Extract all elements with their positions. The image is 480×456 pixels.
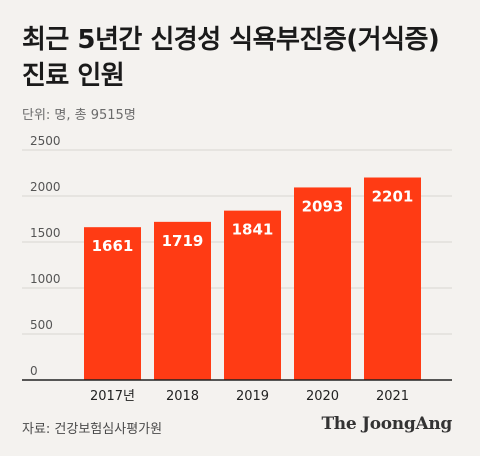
data-label: 1661 [92, 237, 134, 255]
y-tick-label: 2000 [30, 180, 61, 194]
data-labels: 1661 1719 1841 2093 2201 [92, 188, 414, 256]
y-tick-label: 1000 [30, 272, 61, 286]
x-tick-label: 2017년 [90, 389, 135, 404]
publisher-logo: The JoongAng [321, 414, 452, 434]
x-tick-label: 2019 [236, 389, 269, 404]
x-tick-label: 2021 [376, 389, 409, 404]
source-note: 자료: 건강보험심사평가원 [22, 422, 163, 437]
y-tick-label: 500 [30, 318, 53, 332]
bar [154, 221, 211, 380]
y-tick-label: 2500 [30, 134, 61, 148]
x-axis-ticks: 2017년 2018 2019 2020 2021 [90, 389, 409, 404]
x-tick-label: 2020 [306, 389, 339, 404]
bar [224, 210, 281, 380]
unit-note: 단위: 명, 총 9515명 [22, 108, 136, 123]
bar [364, 177, 421, 380]
bars [84, 177, 421, 380]
y-axis-ticks: 0 500 1000 1500 2000 2500 [30, 134, 61, 378]
data-label: 1841 [232, 221, 274, 239]
chart-title: 최근 5년간 신경성 식욕부진증(거식증) 진료 인원 [22, 25, 440, 91]
data-label: 2201 [372, 188, 414, 206]
y-tick-label: 1500 [30, 226, 61, 240]
bar [84, 227, 141, 380]
data-label: 2093 [302, 197, 344, 215]
data-label: 1719 [162, 232, 204, 250]
bar [294, 187, 351, 380]
y-tick-label: 0 [30, 364, 38, 378]
x-tick-label: 2018 [166, 389, 199, 404]
